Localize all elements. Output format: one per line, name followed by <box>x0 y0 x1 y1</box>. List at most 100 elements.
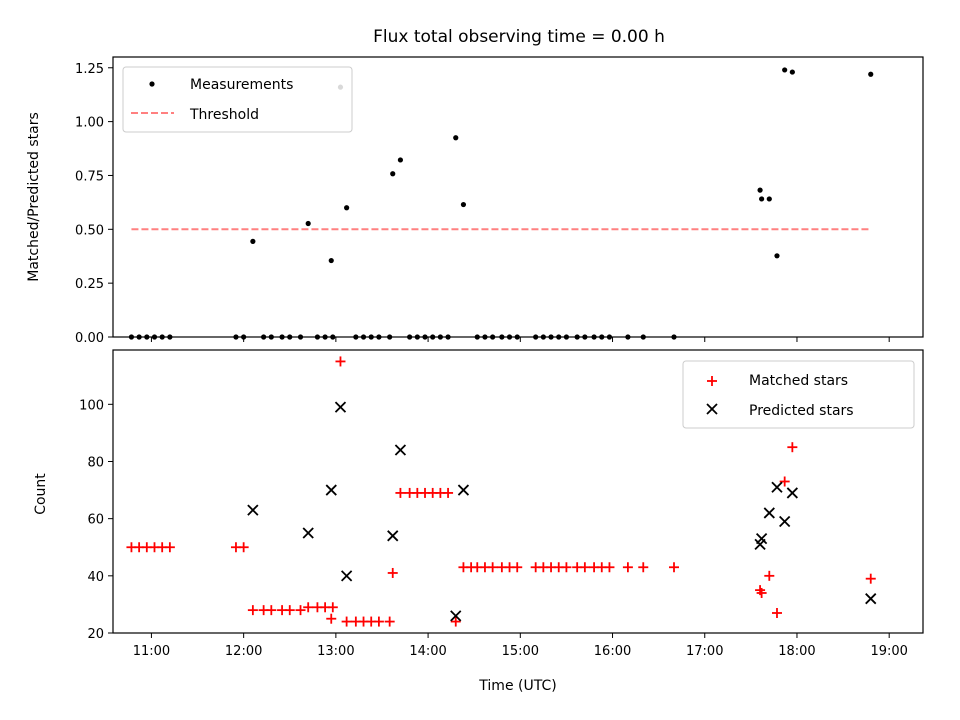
top-chart-ylabel: Matched/Predicted stars <box>26 112 42 282</box>
top-y-tick-label: 0.25 <box>75 277 104 292</box>
threshold-legend-label: Threshold <box>189 107 259 123</box>
predicted-legend-marker <box>706 403 718 415</box>
matched-star-point <box>284 605 295 616</box>
bottom-chart-xlabel: Time (UTC) <box>478 678 556 694</box>
matched-star-point <box>238 542 249 553</box>
bottom-x-tick-label: 12:00 <box>225 644 262 659</box>
matched-star-point <box>638 562 649 573</box>
predicted-star-point <box>450 610 462 622</box>
predicted-star-point <box>394 444 407 456</box>
predicted-star-point <box>387 530 399 542</box>
predicted-star-point <box>763 507 775 519</box>
bottom-x-tick-label: 16:00 <box>594 644 631 659</box>
measurement-point <box>397 157 404 163</box>
matched-star-point <box>865 573 876 584</box>
measurement-point <box>305 220 311 227</box>
predicted-star-point <box>340 570 353 582</box>
measurements-legend-marker <box>149 81 155 87</box>
top-chart: Flux total observing time = 0.00 h 0.00 0… <box>26 27 924 346</box>
top-y-tick-label: 1.25 <box>75 62 104 77</box>
matched-star-point <box>771 607 782 618</box>
bottom-x-tick-label: 18:00 <box>778 644 815 659</box>
matched-star-point <box>669 562 680 573</box>
matched-star-point <box>266 605 277 616</box>
bottom-x-tick-label: 11:00 <box>133 644 170 659</box>
measurements-legend-label: Measurements <box>190 77 293 93</box>
predicted-star-point <box>771 481 783 493</box>
bottom-chart-ticks: 11:00 12:00 13:00 14:00 15:00 16:00 17:00 18:00… <box>79 398 908 659</box>
measurement-point <box>782 67 788 73</box>
measurement-point <box>759 196 765 202</box>
matched-star-point <box>787 442 798 453</box>
matched-star-point <box>164 542 175 553</box>
predicted-star-point <box>247 504 259 516</box>
measurement-point <box>328 257 334 264</box>
matched-star-point <box>779 476 790 487</box>
matched-star-point <box>335 356 346 367</box>
predicted-star-point <box>325 484 337 496</box>
bottom-chart: 11:00 12:00 13:00 14:00 15:00 16:00 17:00 18:00… <box>33 349 924 694</box>
bottom-y-tick-label: 80 <box>87 455 104 470</box>
predicted-star-point <box>755 533 768 545</box>
bottom-y-tick-label: 40 <box>87 570 104 585</box>
top-chart-legend: Measurements Threshold <box>122 66 353 133</box>
matched-star-point <box>561 562 572 573</box>
top-y-tick-label: 0.00 <box>75 331 104 346</box>
top-chart-title: Flux total observing time = 0.00 h <box>373 27 665 47</box>
measurement-point <box>766 196 772 202</box>
measurement-point <box>789 69 795 75</box>
matched-star-point <box>512 562 523 573</box>
top-chart-ticks: 0.00 0.25 0.50 0.75 1.00 1.25 <box>75 62 890 346</box>
matched-star-point <box>450 616 461 627</box>
bottom-x-tick-label: 15:00 <box>502 644 539 659</box>
matched-star-point <box>384 616 395 627</box>
predicted-legend-label: Predicted stars <box>749 403 854 419</box>
predicted-star-point <box>334 401 347 413</box>
matched-star-point <box>373 616 384 627</box>
matched-star-point <box>247 605 258 616</box>
measurement-point <box>757 187 763 193</box>
matched-star-point <box>395 487 406 498</box>
predicted-star-point <box>302 527 314 539</box>
matched-star-point <box>341 616 352 627</box>
matched-star-point <box>443 487 454 498</box>
bottom-y-tick-label: 60 <box>87 513 104 528</box>
predicted-star-point <box>457 484 470 496</box>
matched-star-point <box>326 613 337 624</box>
bottom-chart-ylabel: Count <box>33 473 49 515</box>
matched-star-point <box>303 602 314 613</box>
measurement-point <box>453 135 459 141</box>
bottom-x-tick-label: 13:00 <box>317 644 354 659</box>
top-y-tick-label: 0.50 <box>75 223 104 238</box>
bottom-x-tick-label: 19:00 <box>870 644 907 659</box>
predicted-star-point <box>786 487 798 499</box>
measurement-point <box>460 201 467 208</box>
measurement-point <box>344 205 350 211</box>
measurement-point <box>868 71 874 77</box>
matched-legend-label: Matched stars <box>749 373 848 389</box>
measurement-point <box>390 171 396 177</box>
bottom-x-tick-label: 17:00 <box>686 644 723 659</box>
matched-star-point <box>327 602 338 613</box>
predicted-star-point <box>865 593 877 605</box>
bottom-y-tick-label: 100 <box>79 398 104 413</box>
predicted-star-point <box>779 515 791 528</box>
bottom-chart-legend: Matched stars Predicted stars <box>682 360 915 429</box>
bottom-chart-frame <box>112 349 924 634</box>
matched-star-point <box>387 567 398 578</box>
top-y-tick-label: 1.00 <box>75 116 104 131</box>
top-legend-box <box>122 66 353 133</box>
measurement-point <box>774 253 780 259</box>
measurement-point <box>250 238 256 244</box>
matched-star-point <box>295 605 306 616</box>
matched-star-point <box>579 562 590 573</box>
matched-star-point <box>604 562 615 573</box>
matched-star-point <box>487 562 498 573</box>
bottom-chart-plot-area <box>126 356 877 627</box>
matched-star-point <box>756 587 767 598</box>
matched-star-point <box>764 570 775 581</box>
bottom-legend-box <box>682 360 915 429</box>
bottom-y-tick-label: 20 <box>87 627 104 642</box>
bottom-x-tick-label: 14:00 <box>409 644 446 659</box>
